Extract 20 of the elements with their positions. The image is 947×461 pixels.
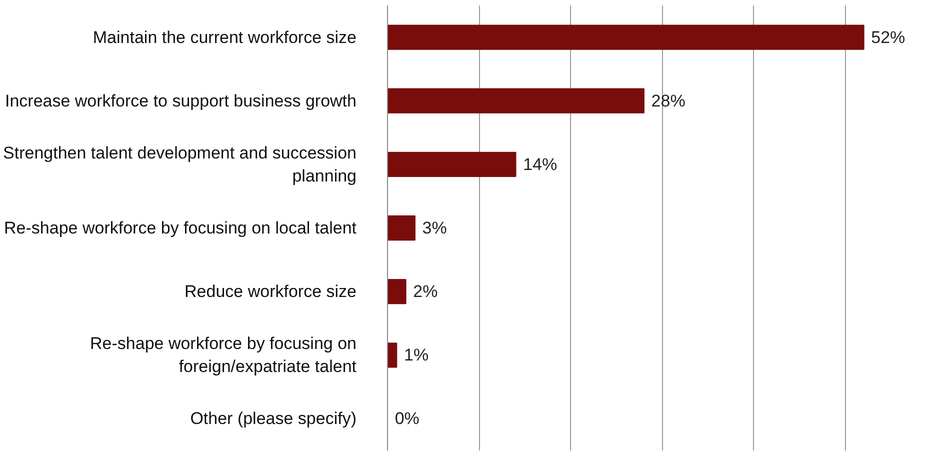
data-label: 0% bbox=[394, 409, 420, 428]
data-label: 28% bbox=[651, 91, 686, 110]
bar bbox=[388, 278, 406, 304]
y-tick-label: Re-shape workforce by focusing on local talent bbox=[4, 218, 357, 238]
bar bbox=[388, 88, 644, 114]
data-label: 14% bbox=[523, 154, 558, 174]
y-tick-label: Maintain the current workforce size bbox=[92, 28, 356, 47]
y-tick-label: Other (please specify) bbox=[190, 409, 357, 428]
y-tick-label: Re-shape workforce by focusing on foreign/expatriate talent bbox=[90, 334, 357, 376]
y-tick-label: Reduce workforce size bbox=[184, 282, 357, 302]
y-tick-label: Strengthen talent development and succession planning bbox=[3, 144, 357, 186]
bar bbox=[388, 152, 516, 178]
data-label: 2% bbox=[413, 282, 438, 302]
data-label: 52% bbox=[871, 28, 906, 47]
y-tick-label: Increase workforce to support business growth bbox=[4, 91, 357, 110]
bar bbox=[388, 24, 864, 50]
data-label: 3% bbox=[422, 218, 447, 238]
bar bbox=[388, 342, 398, 368]
data-label: 1% bbox=[404, 346, 429, 365]
bar bbox=[388, 215, 416, 241]
